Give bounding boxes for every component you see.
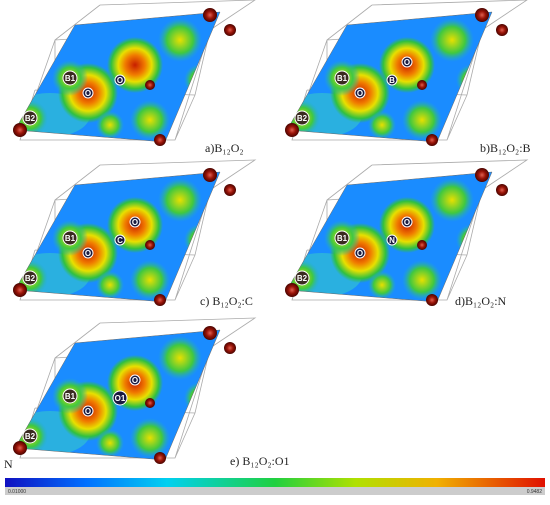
atom bbox=[334, 230, 350, 246]
atom bbox=[22, 270, 38, 286]
atom-label: O bbox=[85, 249, 91, 258]
atom-label: N bbox=[389, 236, 395, 245]
atom bbox=[354, 247, 366, 259]
colorbar bbox=[5, 478, 545, 487]
atom bbox=[22, 428, 38, 444]
side-label: N bbox=[4, 457, 13, 471]
atom bbox=[82, 87, 94, 99]
atom bbox=[401, 216, 413, 228]
panel-map bbox=[10, 160, 255, 306]
colorbar-min: 0.01000 bbox=[8, 489, 26, 495]
atom-label: B1 bbox=[65, 392, 76, 401]
atom bbox=[114, 74, 126, 86]
atom-label: O bbox=[357, 249, 363, 258]
atom bbox=[354, 87, 366, 99]
atom-label: O bbox=[132, 218, 138, 227]
atom-label: O bbox=[132, 376, 138, 385]
atom-label: B2 bbox=[25, 274, 36, 283]
panel-label: b)B₁₂O₂:B bbox=[480, 141, 531, 155]
atom bbox=[294, 110, 310, 126]
atom-label: C bbox=[117, 236, 123, 245]
panel-map bbox=[10, 0, 255, 146]
panel-label: a)B₁₂O₂ bbox=[205, 141, 244, 155]
atom-label: O1 bbox=[115, 394, 126, 403]
colorbar-footer bbox=[5, 487, 545, 495]
atom-label: O bbox=[117, 76, 123, 85]
panel-map bbox=[282, 160, 527, 306]
colorbar-max: 0.9482 bbox=[527, 489, 543, 495]
panel: B1 B2 O Oa)B₁₂O₂ bbox=[10, 0, 255, 155]
atom-label: O bbox=[404, 218, 410, 227]
atom bbox=[386, 234, 398, 246]
atom-label: B1 bbox=[65, 74, 76, 83]
atom bbox=[62, 70, 78, 86]
atom bbox=[334, 70, 350, 86]
atom bbox=[401, 56, 413, 68]
atom-label: O bbox=[357, 89, 363, 98]
panel-map bbox=[10, 318, 255, 464]
atom-label: B2 bbox=[25, 432, 36, 441]
atom-label: B1 bbox=[337, 74, 348, 83]
atom-label: B2 bbox=[297, 114, 308, 123]
atom-label: B bbox=[389, 76, 395, 85]
atom bbox=[114, 234, 126, 246]
atom bbox=[62, 388, 78, 404]
panel-label: c) B₁₂O₂:C bbox=[200, 294, 253, 308]
atom bbox=[129, 216, 141, 228]
atom bbox=[22, 110, 38, 126]
atom-label: B1 bbox=[65, 234, 76, 243]
atom bbox=[82, 405, 94, 417]
atom bbox=[129, 374, 141, 386]
panel-map bbox=[282, 0, 527, 146]
panel-label: e) B₁₂O₂:O1 bbox=[230, 454, 290, 468]
atom-label: B2 bbox=[297, 274, 308, 283]
atom bbox=[294, 270, 310, 286]
atom bbox=[386, 74, 398, 86]
atom-label: O bbox=[85, 89, 91, 98]
panel-label: d)B₁₂O₂:N bbox=[455, 294, 507, 308]
panel: B1 B2 O O1 Oe) B₁₂O₂:O1 bbox=[10, 318, 290, 468]
atom bbox=[112, 390, 128, 406]
atom-label: B1 bbox=[337, 234, 348, 243]
atom-label: B2 bbox=[25, 114, 36, 123]
atom bbox=[62, 230, 78, 246]
atom-label: O bbox=[404, 58, 410, 67]
atom-label: O bbox=[85, 407, 91, 416]
atom bbox=[82, 247, 94, 259]
